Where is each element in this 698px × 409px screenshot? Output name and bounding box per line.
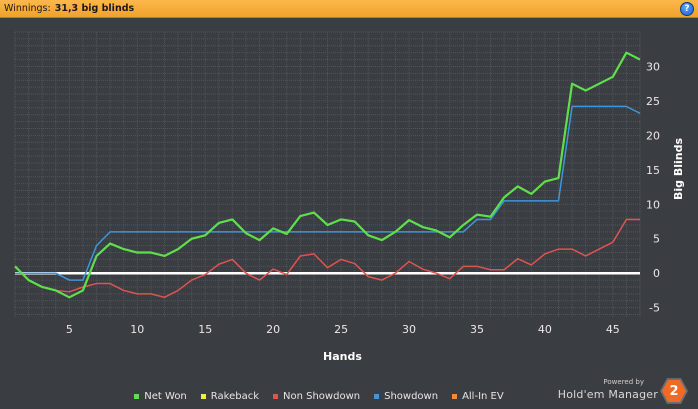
powered-by-text: Powered by [603,378,644,386]
x-tick-label: 20 [266,323,280,336]
y-tick-label: 30 [646,60,660,73]
y-tick-label: 10 [646,198,660,211]
y-tick-label: 25 [646,95,660,108]
legend-label: Net Won [144,390,187,402]
x-tick-label: 5 [66,323,73,336]
legend-label: All-In EV [462,390,504,402]
y-tick-label: 5 [653,233,660,246]
y-axis-label: Big Blinds [672,138,685,200]
x-tick-label: 15 [198,323,212,336]
legend-item-net-won[interactable]: Net Won [134,390,187,402]
legend-swatch [134,393,140,399]
legend-swatch [452,393,458,399]
brand-name: Hold'em Manager [557,388,658,401]
legend-label: Rakeback [210,390,259,402]
legend-label: Showdown [384,390,439,402]
y-tick-label: 20 [646,129,660,142]
x-tick-label: 10 [130,323,144,336]
legend-swatch [374,393,380,399]
help-icon[interactable]: ? [680,2,694,16]
legend-item-non-showdown[interactable]: Non Showdown [273,390,360,402]
legend-item-rakeback[interactable]: Rakeback [200,390,259,402]
x-axis-label: Hands [323,350,362,363]
legend-swatch [273,393,278,399]
brand-block: Powered by Hold'em Manager 2 [556,377,688,405]
winnings-header: Winnings: 31,3 big blinds ? [0,0,698,18]
x-tick-label: 35 [470,323,484,336]
winnings-value: 31,3 big blinds [54,3,135,14]
x-tick-label: 40 [538,323,552,336]
y-tick-label: 0 [653,267,660,280]
y-tick-label: 15 [646,164,660,177]
hm2-logo-icon: 2 [662,379,686,403]
winnings-label: Winnings: [4,3,51,14]
series-line-showdown [15,105,641,281]
legend-item-all-in-ev[interactable]: All-In EV [452,390,504,402]
legend-item-showdown[interactable]: Showdown [374,390,438,402]
legend-label: Non Showdown [283,390,361,402]
chart-legend: Net Won Rakeback Non Showdown Showdown All-I… [0,390,698,402]
x-tick-label: 45 [606,323,620,336]
series-line-net-won [14,51,641,299]
legend-swatch [200,393,206,399]
x-tick-label: 25 [334,323,348,336]
winnings-chart: 5 10 15 20 25 30 35 40 45 -5 0 5 10 15 20 25 30 Hands Big … [14,31,685,363]
y-tick-label: -5 [649,302,660,315]
x-tick-label: 30 [402,323,416,336]
series-line-non-showdown [14,218,640,299]
